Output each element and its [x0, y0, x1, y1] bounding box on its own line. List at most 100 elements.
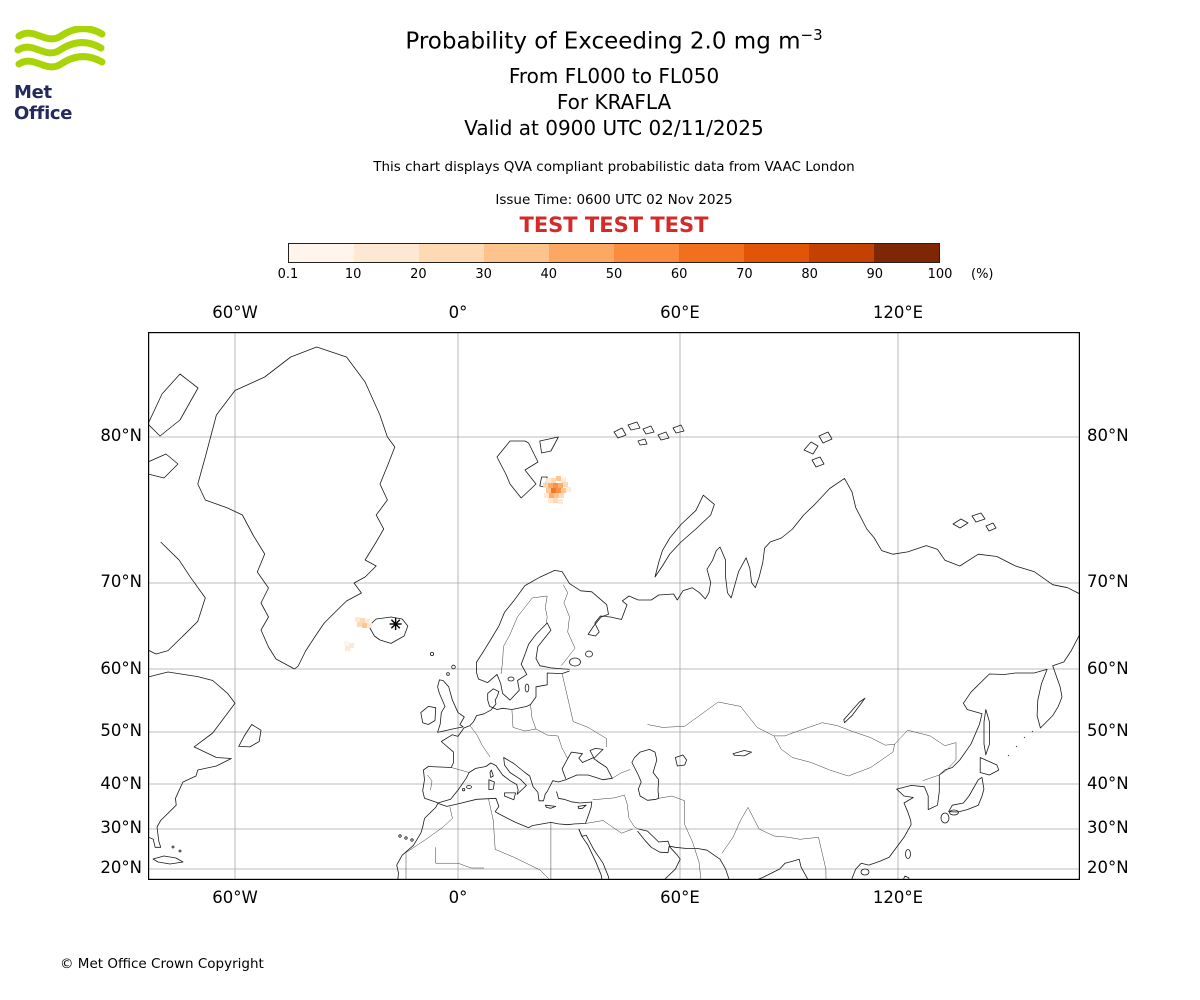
lake-onega	[585, 650, 593, 658]
page-title: Probability of Exceeding 2.0 mg m−3	[28, 26, 1200, 55]
map-frame	[148, 332, 1080, 880]
colorbar-tick-label: 80	[801, 267, 818, 282]
coastline-severnaya-zemlya	[803, 431, 833, 468]
island-canary-1	[398, 834, 402, 838]
probability-cell	[551, 478, 556, 483]
coastline-iran-india-west	[669, 845, 730, 880]
subtitle-flight-levels: From FL000 to FL050	[508, 64, 720, 88]
lat-label-left-60n: 60°N	[100, 659, 142, 678]
coastline-iceland	[368, 616, 409, 644]
page-title-text: Probability of Exceeding 2.0 mg m	[405, 28, 801, 55]
probability-cell	[360, 618, 365, 623]
colorbar-tick-label: 70	[736, 267, 753, 282]
lon-label-top-60e: 60°E	[660, 303, 700, 322]
met-office-logo: Met Office	[14, 25, 114, 124]
probability-cell	[556, 476, 561, 481]
colorbar-segment	[354, 244, 419, 262]
probability-cell	[345, 646, 350, 651]
island-orkney	[446, 672, 450, 676]
probability-cell	[549, 493, 554, 498]
lake-baikal	[843, 697, 866, 724]
coastline-novaya-zemlya	[654, 494, 715, 578]
coastline-labrador-east-us	[148, 671, 236, 848]
colorbar-unit-label: (%)	[971, 267, 994, 282]
coastline-nordaustlandet	[539, 436, 559, 454]
probability-cell	[554, 493, 559, 498]
lat-label-left-80n: 80°N	[100, 426, 142, 445]
coastline-kuril-islands	[1007, 730, 1034, 757]
probability-cell	[546, 478, 551, 483]
coastline-ellesmere	[148, 373, 199, 437]
coastline-sakhalin	[983, 709, 990, 756]
coastline-europe-mediterranean	[422, 670, 613, 804]
lat-label-left-50n: 50°N	[100, 721, 142, 740]
lake-caspian	[631, 749, 660, 801]
island-shetland	[451, 664, 456, 670]
met-office-logo-waves-icon	[14, 25, 106, 71]
coastline-red-sea-east	[578, 828, 610, 880]
coastline-luzon	[902, 875, 910, 880]
colorbar-tick-label: 100	[927, 267, 953, 282]
colorbar-segment	[874, 244, 939, 262]
probability-cell	[548, 483, 553, 488]
lat-label-right-40n: 40°N	[1087, 774, 1129, 793]
colorbar-segment	[549, 244, 614, 262]
coastline-cuba	[152, 855, 184, 865]
subtitle-valid-time: Valid at 0900 UTC 02/11/2025	[464, 116, 764, 140]
colorbar-segment	[289, 244, 354, 262]
colorbar-segment	[484, 244, 549, 262]
coastline-devon-island	[148, 453, 179, 479]
coastline-british-isles	[437, 679, 465, 733]
probability-cell	[553, 483, 558, 488]
page-title-exponent: −3	[800, 26, 823, 44]
coastline-honshu	[948, 777, 985, 813]
lat-label-right-80n: 80°N	[1087, 426, 1129, 445]
lon-label-top-120e: 120°E	[872, 303, 924, 322]
lake-balkhash	[732, 750, 752, 757]
coastline-oman-yemen	[663, 845, 681, 880]
lat-label-right-70n: 70°N	[1087, 572, 1129, 591]
probability-cell	[544, 493, 549, 498]
coastline-persian-gulf-north	[638, 828, 671, 847]
lon-label-bottom-60e: 60°E	[660, 888, 700, 907]
lat-label-right-30n: 30°N	[1087, 818, 1129, 837]
map-canvas	[148, 332, 1080, 880]
lat-label-left-20n: 20°N	[100, 858, 142, 877]
island-corsica	[489, 769, 494, 778]
lake-ladoga	[569, 657, 581, 667]
colorbar: 0.1 10 20 30 40 50 60 70 80 90 100 (%)	[278, 243, 994, 282]
colorbar-ticks: 0.1 10 20 30 40 50 60 70 80 90 100	[278, 243, 953, 287]
colorbar-tick-label: 40	[540, 267, 558, 282]
coastline-turkey-levant-north-africa	[396, 791, 593, 880]
coastline-kyushu	[940, 812, 950, 824]
island-mallorca	[466, 785, 472, 789]
coastline-newfoundland	[238, 724, 262, 748]
probability-cell	[559, 493, 564, 498]
lat-label-right-50n: 50°N	[1087, 721, 1129, 740]
colorbar-tick-label: 50	[605, 267, 623, 282]
lon-label-bottom-60w: 60°W	[212, 888, 258, 907]
colorbar-gradient	[288, 243, 940, 263]
test-banner: TEST TEST TEST	[519, 213, 709, 237]
coastline-baffin-island	[148, 541, 206, 655]
coastline-ireland	[420, 706, 437, 725]
probability-cell	[362, 623, 367, 628]
graticule-gridlines	[148, 332, 1080, 880]
coastline-east-asia-pacific	[851, 633, 1080, 880]
lake-vanern	[507, 676, 515, 682]
probability-cell	[365, 619, 370, 624]
island-bahamas-2	[178, 849, 182, 853]
coastline-svalbard	[496, 440, 539, 499]
island-canary-2	[404, 836, 408, 840]
probability-cell	[367, 623, 372, 628]
lon-label-top-0: 0°	[448, 303, 468, 322]
lat-label-right-60n: 60°N	[1087, 659, 1129, 678]
coastline-scandinavia-arctic-russia	[476, 478, 1080, 701]
coastline-hainan	[860, 868, 870, 876]
island-crete	[544, 804, 557, 809]
subtitle-volcano: For KRAFLA	[556, 90, 672, 114]
colorbar-segment	[419, 244, 484, 262]
probability-cell	[563, 482, 568, 487]
probability-cell	[566, 487, 571, 492]
